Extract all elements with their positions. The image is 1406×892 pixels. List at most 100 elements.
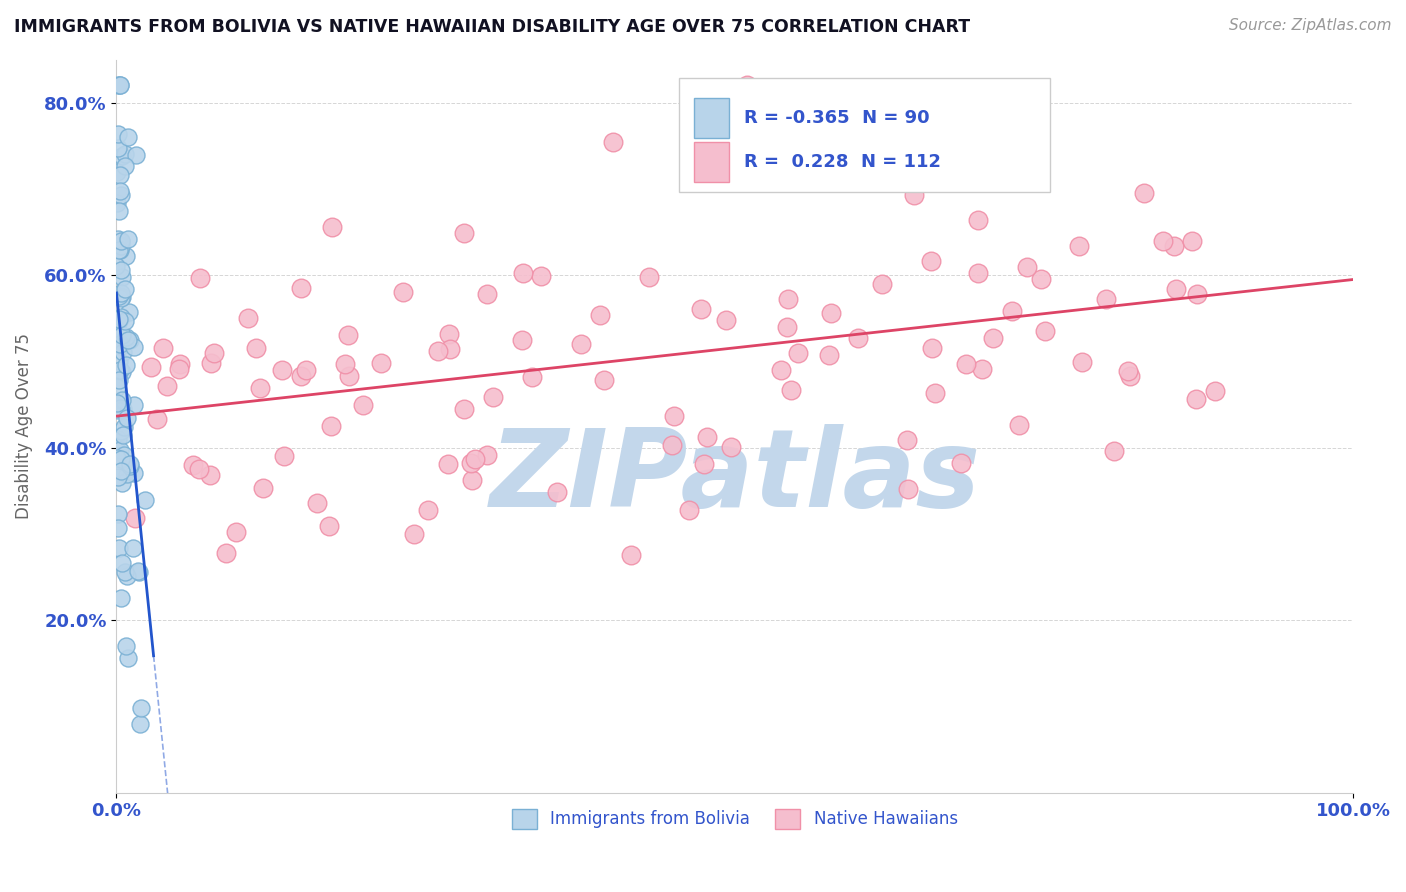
Point bbox=[107, 521, 129, 535]
Point bbox=[475, 286, 498, 301]
Point bbox=[108, 78, 131, 93]
Point bbox=[461, 474, 484, 488]
Point bbox=[1015, 260, 1038, 274]
Point bbox=[131, 700, 153, 714]
Point bbox=[427, 343, 450, 358]
Legend: Immigrants from Bolivia, Native Hawaiians: Immigrants from Bolivia, Native Hawaiian… bbox=[506, 802, 965, 836]
Point bbox=[105, 322, 128, 336]
Point bbox=[1163, 239, 1185, 253]
Point bbox=[114, 283, 136, 297]
Point bbox=[678, 503, 700, 517]
Point bbox=[402, 527, 425, 541]
Point bbox=[107, 127, 129, 141]
Point bbox=[453, 401, 475, 416]
Point bbox=[117, 232, 139, 246]
Point bbox=[1067, 239, 1090, 253]
Point bbox=[110, 291, 132, 305]
Point bbox=[120, 457, 142, 471]
Point bbox=[370, 356, 392, 370]
Point bbox=[108, 243, 131, 257]
Point bbox=[112, 448, 135, 462]
Point bbox=[820, 306, 842, 320]
Point bbox=[602, 136, 624, 150]
Point bbox=[110, 401, 132, 416]
Point bbox=[110, 339, 132, 353]
Point bbox=[108, 204, 131, 219]
Point bbox=[333, 357, 356, 371]
Point bbox=[117, 650, 139, 665]
Point bbox=[110, 425, 132, 439]
Point bbox=[110, 239, 132, 253]
Point bbox=[105, 379, 128, 393]
Y-axis label: Disability Age Over 75: Disability Age Over 75 bbox=[15, 333, 32, 519]
Point bbox=[921, 341, 943, 355]
Point bbox=[972, 361, 994, 376]
Point bbox=[128, 565, 150, 579]
Point bbox=[273, 449, 295, 463]
Point bbox=[683, 102, 706, 116]
Point bbox=[720, 440, 742, 454]
Point bbox=[903, 187, 925, 202]
Point bbox=[110, 286, 132, 301]
FancyBboxPatch shape bbox=[695, 142, 728, 182]
Point bbox=[290, 369, 312, 384]
Point bbox=[252, 482, 274, 496]
Point bbox=[107, 354, 129, 368]
Text: Source: ZipAtlas.com: Source: ZipAtlas.com bbox=[1229, 18, 1392, 33]
Point bbox=[202, 346, 225, 360]
Point bbox=[1094, 293, 1116, 307]
Point bbox=[141, 359, 163, 374]
Point bbox=[108, 288, 131, 302]
Point bbox=[966, 267, 988, 281]
Point bbox=[108, 373, 131, 387]
Point bbox=[187, 462, 209, 476]
Point bbox=[620, 548, 643, 562]
Point bbox=[460, 456, 482, 470]
FancyBboxPatch shape bbox=[695, 98, 728, 138]
Point bbox=[110, 336, 132, 351]
Point bbox=[107, 469, 129, 483]
Point bbox=[1001, 303, 1024, 318]
Point bbox=[693, 458, 716, 472]
Point bbox=[110, 310, 132, 324]
Point bbox=[1152, 234, 1174, 248]
Point bbox=[115, 410, 138, 425]
Point bbox=[152, 341, 174, 355]
Point bbox=[1031, 272, 1053, 286]
Point bbox=[295, 363, 318, 377]
Point bbox=[108, 541, 131, 555]
Point bbox=[981, 331, 1004, 345]
Point bbox=[125, 147, 148, 161]
Point bbox=[236, 310, 259, 325]
Point bbox=[114, 146, 136, 161]
Point bbox=[967, 141, 990, 155]
Point bbox=[110, 401, 132, 416]
Point bbox=[117, 130, 139, 145]
Point bbox=[1164, 282, 1187, 296]
Point bbox=[225, 524, 247, 539]
Point bbox=[779, 383, 801, 397]
Point bbox=[896, 433, 918, 447]
Point bbox=[181, 458, 204, 472]
Point bbox=[111, 392, 134, 407]
Point bbox=[108, 443, 131, 458]
Point bbox=[512, 266, 534, 280]
Point bbox=[105, 451, 128, 466]
Point bbox=[770, 363, 793, 377]
Point bbox=[1102, 443, 1125, 458]
Point bbox=[110, 591, 132, 606]
Point bbox=[336, 327, 359, 342]
Point bbox=[146, 412, 169, 426]
Point bbox=[1071, 355, 1094, 369]
Point bbox=[110, 184, 132, 198]
Text: ZIPatlas: ZIPatlas bbox=[489, 425, 980, 531]
Point bbox=[115, 249, 138, 263]
Point bbox=[967, 212, 990, 227]
Point bbox=[290, 281, 312, 295]
Point bbox=[105, 195, 128, 210]
Point bbox=[107, 432, 129, 446]
Point bbox=[114, 640, 136, 654]
Point bbox=[786, 346, 808, 360]
Point bbox=[1185, 287, 1208, 301]
Point bbox=[156, 378, 179, 392]
